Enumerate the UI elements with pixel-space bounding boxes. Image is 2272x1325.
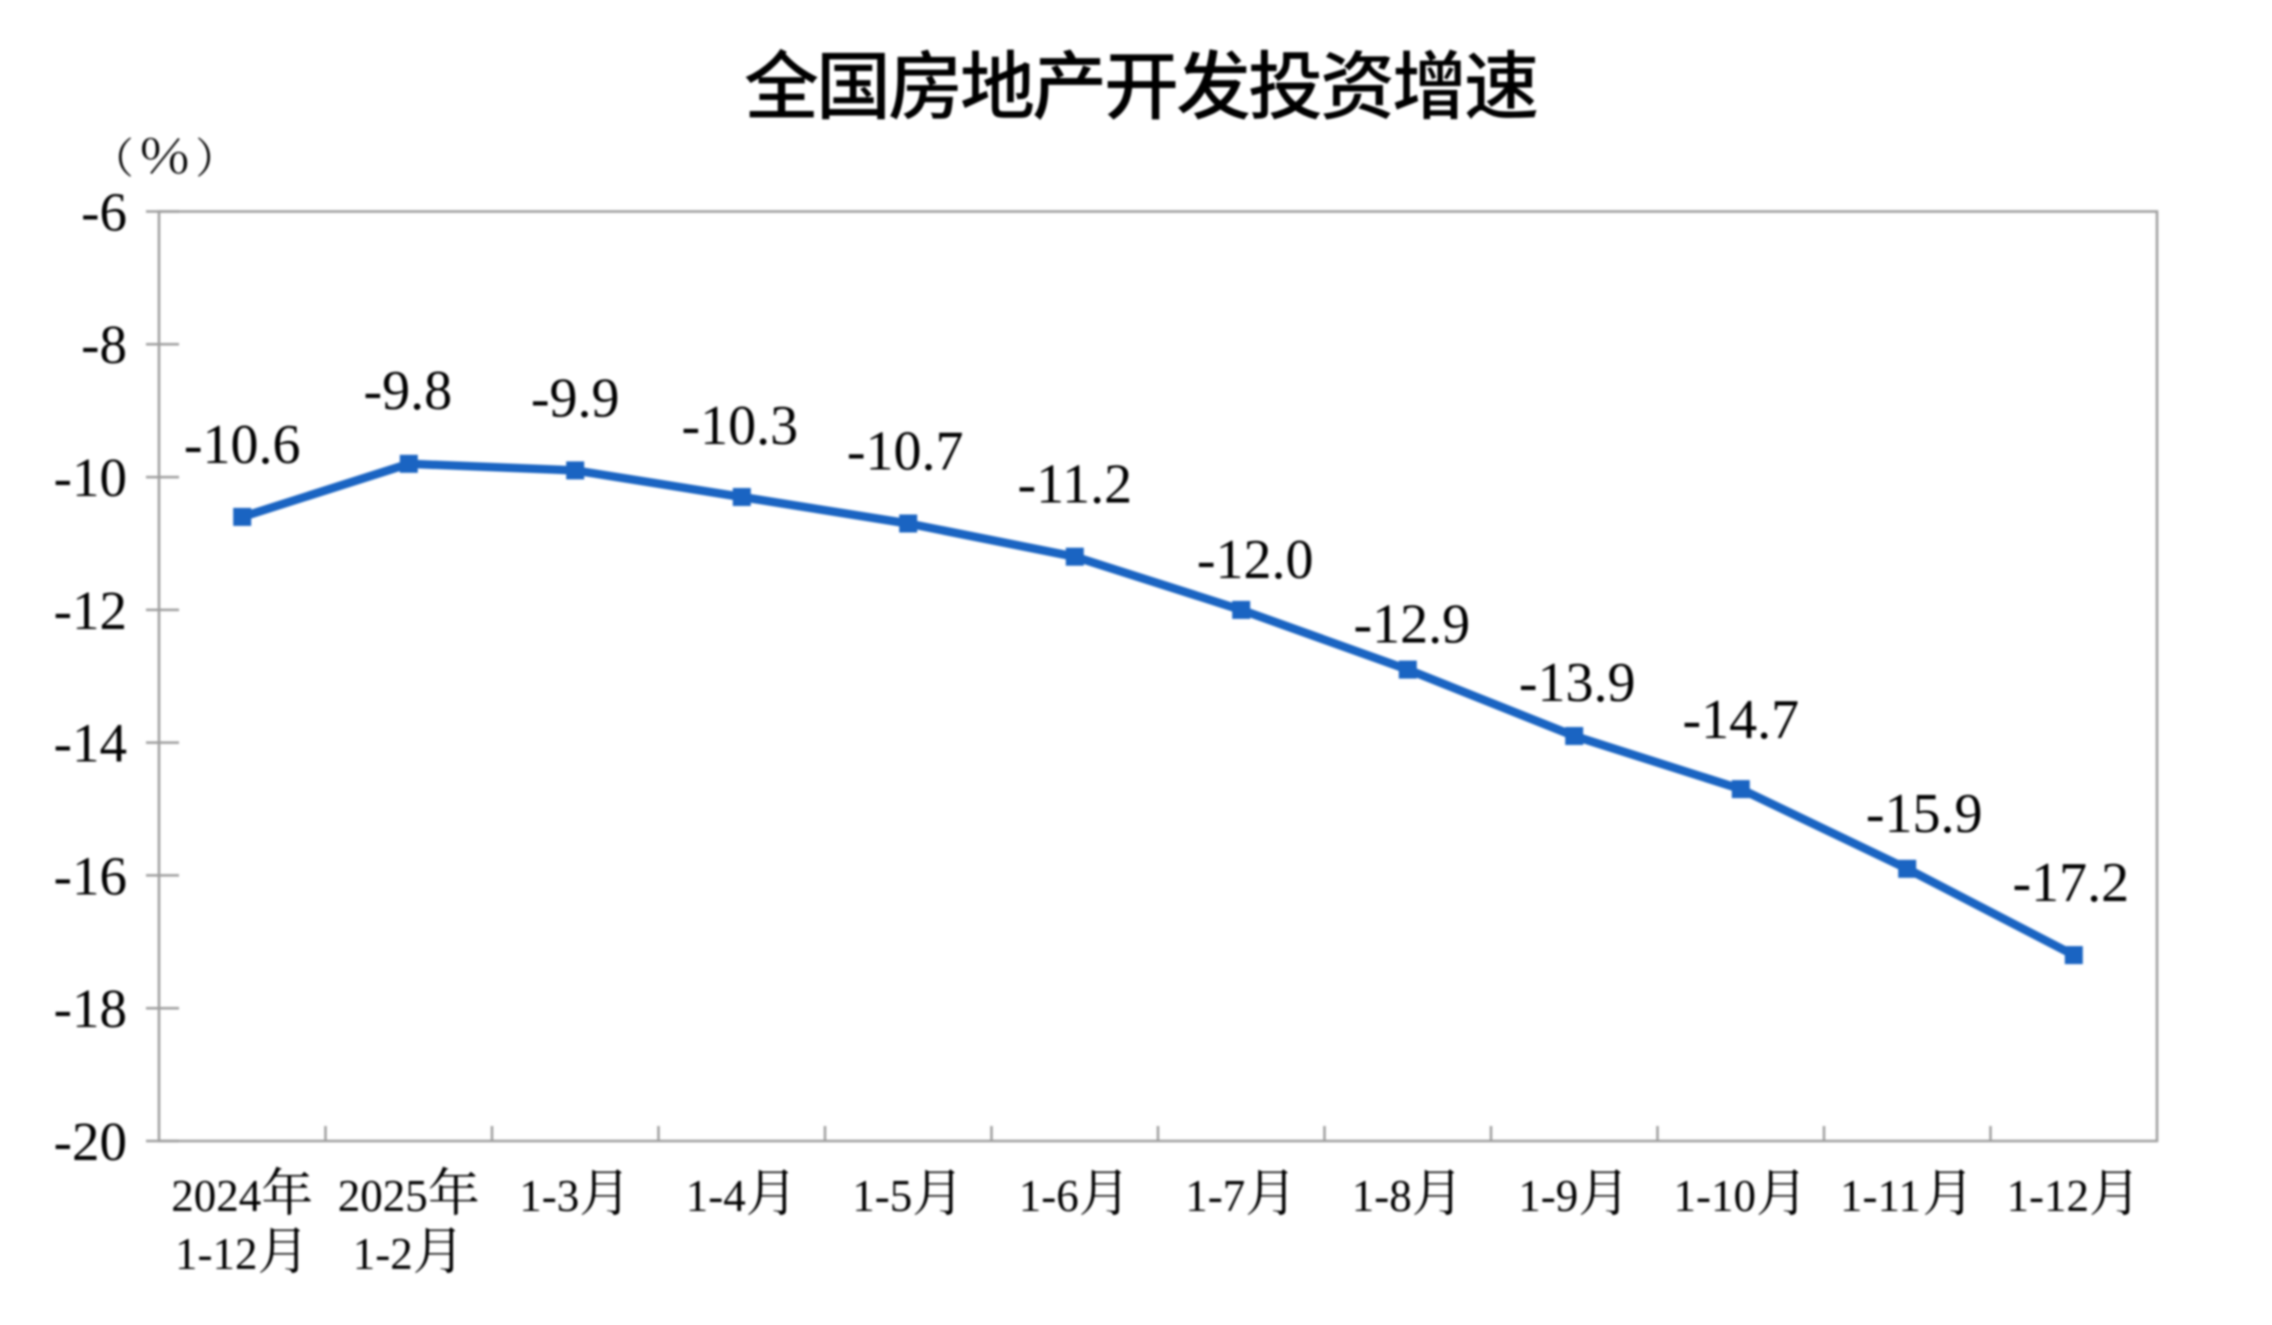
svg-text:1-11: 1-11: [1840, 1171, 1921, 1221]
svg-text:2025: 2025: [338, 1171, 428, 1221]
svg-text:-12.9: -12.9: [1353, 594, 1470, 656]
svg-text:1-12: 1-12: [2007, 1171, 2090, 1221]
svg-text:-8: -8: [81, 314, 127, 375]
svg-text:-9.8: -9.8: [363, 360, 452, 422]
svg-text:-16: -16: [54, 845, 127, 906]
svg-text:-12.0: -12.0: [1197, 529, 1314, 591]
svg-text:-13.9: -13.9: [1519, 652, 1636, 714]
svg-text:-12: -12: [54, 580, 127, 641]
svg-text:-11.2: -11.2: [1018, 454, 1133, 516]
svg-text:-10.7: -10.7: [847, 421, 964, 483]
svg-text:-15.9: -15.9: [1866, 783, 1983, 845]
svg-text:-20: -20: [54, 1111, 127, 1172]
svg-text:-18: -18: [54, 978, 127, 1039]
svg-text:2024: 2024: [171, 1171, 261, 1221]
svg-text:-14: -14: [54, 713, 127, 774]
svg-text:1-7: 1-7: [1185, 1171, 1245, 1221]
svg-text:-9.9: -9.9: [531, 367, 620, 429]
svg-text:1-12: 1-12: [175, 1229, 258, 1279]
svg-text:1-9: 1-9: [1518, 1171, 1578, 1221]
svg-text:1-4: 1-4: [686, 1171, 746, 1221]
svg-text:-14.7: -14.7: [1682, 689, 1799, 751]
svg-text:1-8: 1-8: [1352, 1171, 1412, 1221]
svg-text:-17.2: -17.2: [2012, 852, 2129, 914]
svg-text:1-2: 1-2: [353, 1229, 413, 1279]
svg-text:1-10: 1-10: [1674, 1171, 1757, 1221]
svg-text:1-3: 1-3: [519, 1171, 579, 1221]
svg-text:-10: -10: [54, 447, 127, 508]
svg-text:1-6: 1-6: [1019, 1171, 1079, 1221]
svg-text:1-5: 1-5: [852, 1171, 912, 1221]
svg-text:-10.6: -10.6: [184, 414, 301, 476]
svg-text:-6: -6: [81, 181, 127, 242]
svg-text:-10.3: -10.3: [681, 395, 798, 457]
